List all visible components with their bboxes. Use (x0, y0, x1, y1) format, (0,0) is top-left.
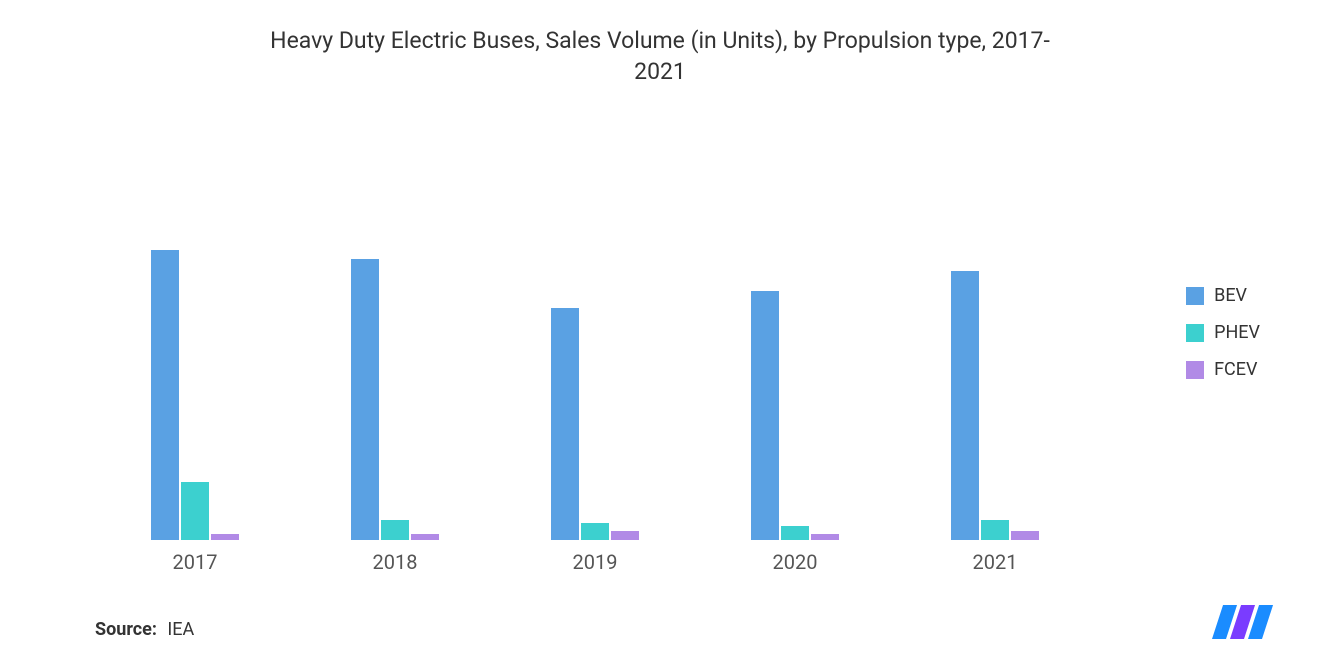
x-tick: 2018 (295, 550, 495, 574)
x-axis: 20172018201920202021 (95, 540, 1095, 574)
legend-swatch (1186, 324, 1204, 342)
bar-fcev (611, 531, 639, 540)
source-value: IEA (167, 619, 194, 640)
bar-bev (151, 250, 179, 540)
year-group (95, 120, 295, 540)
bar-bev (351, 259, 379, 540)
legend-swatch (1186, 287, 1204, 305)
bar-bev (751, 291, 779, 540)
plot-area: 20172018201920202021 (95, 120, 1095, 540)
legend-item: FCEV (1186, 359, 1260, 380)
bar-phev (381, 520, 409, 540)
year-group (295, 120, 495, 540)
legend-label: FCEV (1214, 359, 1257, 380)
x-tick: 2020 (695, 550, 895, 574)
legend-label: PHEV (1214, 322, 1260, 343)
chart-container: Heavy Duty Electric Buses, Sales Volume … (0, 0, 1320, 665)
bar-bev (551, 308, 579, 540)
year-group (895, 120, 1095, 540)
bars-region (95, 120, 1095, 540)
bar-fcev (1011, 531, 1039, 540)
legend-item: BEV (1186, 285, 1260, 306)
chart-title: Heavy Duty Electric Buses, Sales Volume … (0, 0, 1320, 87)
legend: BEV PHEV FCEV (1186, 285, 1260, 380)
year-group (495, 120, 695, 540)
source: Source: IEA (95, 619, 194, 640)
brand-logo (1210, 605, 1280, 645)
bar-bev (951, 271, 979, 540)
bar-phev (781, 526, 809, 540)
legend-swatch (1186, 361, 1204, 379)
year-group (695, 120, 895, 540)
bar-phev (581, 523, 609, 540)
legend-item: PHEV (1186, 322, 1260, 343)
source-label: Source: (95, 619, 157, 640)
x-tick: 2019 (495, 550, 695, 574)
bar-phev (981, 520, 1009, 540)
x-tick: 2021 (895, 550, 1095, 574)
x-tick: 2017 (95, 550, 295, 574)
legend-label: BEV (1214, 285, 1247, 306)
bar-phev (181, 482, 209, 540)
